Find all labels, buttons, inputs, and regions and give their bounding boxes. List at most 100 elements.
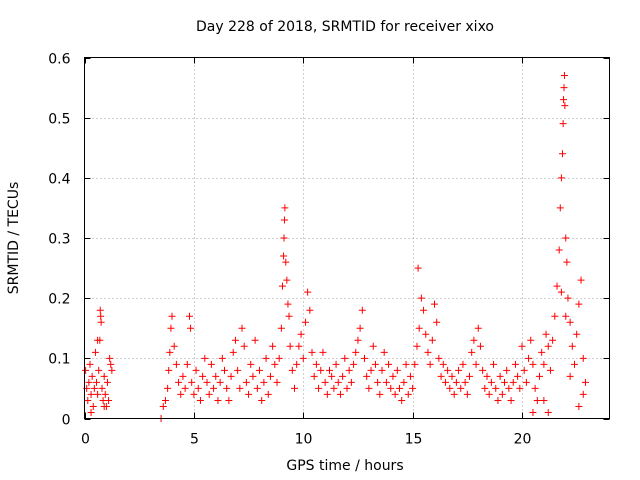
x-tick-label: 0 <box>81 432 90 448</box>
data-point <box>273 378 281 386</box>
data-point <box>566 318 574 326</box>
data-point <box>187 324 195 332</box>
data-point <box>281 204 289 212</box>
data-point <box>422 330 430 338</box>
data-point <box>529 408 537 416</box>
data-point <box>549 336 557 344</box>
data-point <box>452 378 460 386</box>
data-point <box>321 378 329 386</box>
data-point <box>560 84 568 92</box>
data-point <box>433 318 441 326</box>
data-point <box>161 396 169 404</box>
data-point <box>441 378 449 386</box>
data-point <box>391 390 399 398</box>
data-point <box>527 336 535 344</box>
data-point <box>560 72 568 80</box>
data-point <box>236 384 244 392</box>
data-point <box>540 360 548 368</box>
data-point <box>361 354 368 362</box>
data-point <box>415 324 423 332</box>
data-point <box>260 378 268 386</box>
data-point <box>575 300 583 308</box>
data-point <box>308 348 316 356</box>
data-point <box>518 342 526 350</box>
data-point <box>448 372 456 380</box>
data-point <box>581 378 589 386</box>
data-point <box>494 396 502 404</box>
data-point <box>183 360 191 368</box>
data-point <box>511 360 519 368</box>
data-point <box>562 234 570 242</box>
data-point <box>479 366 487 374</box>
data-point <box>330 384 338 392</box>
data-point <box>293 360 301 368</box>
data-point <box>297 330 305 338</box>
data-point <box>424 348 432 356</box>
data-point <box>579 354 587 362</box>
data-point <box>516 384 524 392</box>
data-point <box>108 366 116 374</box>
data-point <box>301 318 309 326</box>
data-point <box>266 372 274 380</box>
data-point <box>498 390 506 398</box>
y-tick-label: 0.1 <box>48 352 70 368</box>
y-tick-label: 0.5 <box>48 112 70 128</box>
data-point <box>481 384 489 392</box>
data-point <box>207 360 215 368</box>
data-point <box>404 390 412 398</box>
data-point <box>560 96 568 104</box>
y-tick-label: 0.4 <box>48 172 70 188</box>
data-point <box>555 246 563 254</box>
data-point <box>167 324 175 332</box>
data-point <box>431 300 438 308</box>
data-point <box>181 384 189 392</box>
data-point <box>249 372 257 380</box>
data-point <box>487 378 495 386</box>
data-point <box>229 348 237 356</box>
data-point <box>402 360 410 368</box>
data-point <box>374 378 382 386</box>
data-point <box>225 396 233 404</box>
y-tick-label: 0 <box>62 413 71 429</box>
data-point <box>369 342 377 350</box>
data-point <box>352 348 360 356</box>
data-point <box>84 396 92 404</box>
data-point <box>97 312 105 320</box>
data-point <box>159 402 167 410</box>
data-point <box>363 372 371 380</box>
data-point <box>251 336 259 344</box>
data-point <box>380 348 388 356</box>
data-point <box>247 360 255 368</box>
data-point <box>177 390 185 398</box>
data-point <box>575 402 583 410</box>
data-point <box>280 252 288 260</box>
data-point <box>573 330 581 338</box>
data-point <box>382 378 390 386</box>
data-point <box>190 390 198 398</box>
data-point <box>450 390 458 398</box>
data-point <box>579 390 587 398</box>
data-point <box>492 384 500 392</box>
data-point <box>358 306 366 314</box>
data-point <box>556 204 564 212</box>
data-point <box>455 366 463 374</box>
data-point <box>87 408 95 416</box>
data-point <box>100 402 108 410</box>
data-point <box>334 378 342 386</box>
data-point <box>326 366 333 374</box>
data-point <box>336 390 344 398</box>
data-point <box>218 354 226 362</box>
data-point <box>474 324 482 332</box>
axis-ticks: 0 5 10 15 20 0 0.1 0.2 0.3 0.4 0.5 0.6 <box>48 52 610 448</box>
data-point <box>87 390 95 398</box>
data-point <box>378 366 386 374</box>
data-point <box>319 348 327 356</box>
data-point <box>199 372 207 380</box>
data-point <box>347 378 355 386</box>
data-point <box>501 378 508 386</box>
data-point <box>577 276 585 284</box>
data-point <box>82 366 90 374</box>
data-point <box>496 372 504 380</box>
data-point <box>339 372 347 380</box>
data-point <box>531 384 539 392</box>
